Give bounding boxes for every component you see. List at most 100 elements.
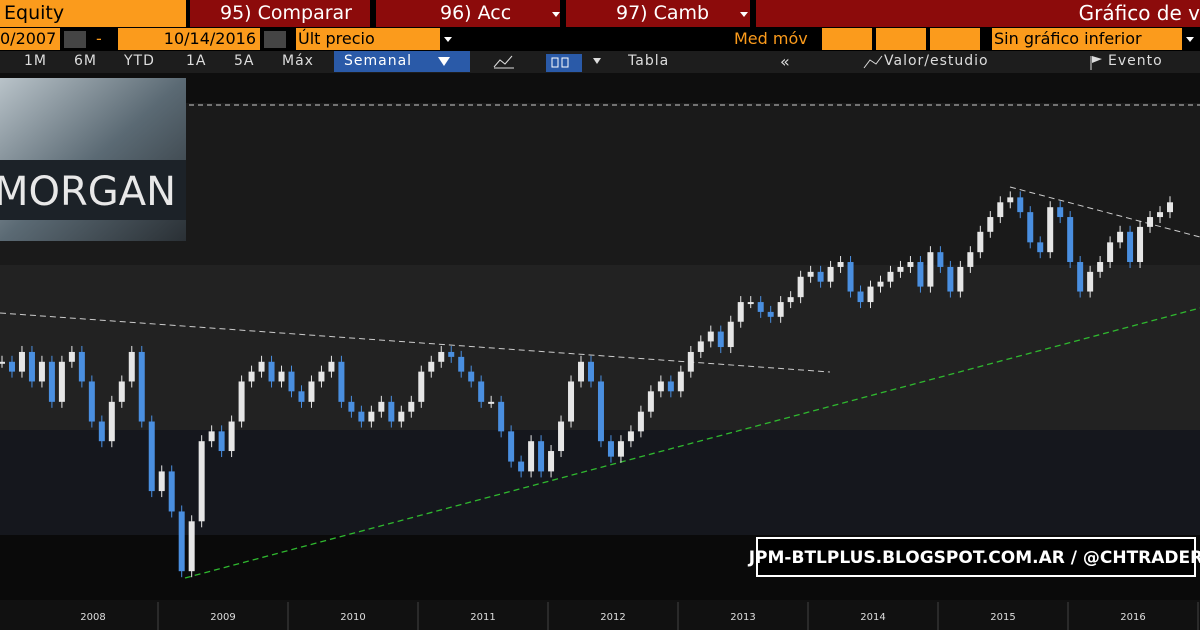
table-button[interactable]: Tabla — [628, 53, 670, 69]
candle — [418, 371, 425, 402]
candle — [408, 401, 415, 412]
x-tick-label: 2009 — [210, 612, 235, 623]
candle — [667, 381, 674, 392]
candle — [98, 421, 105, 442]
candle — [1017, 197, 1024, 213]
candle — [1007, 197, 1014, 203]
candle — [398, 411, 405, 422]
candle — [947, 266, 954, 292]
candle — [218, 431, 225, 452]
candle — [867, 286, 874, 303]
candle — [707, 331, 714, 342]
range-button[interactable]: YTD — [124, 53, 155, 69]
candle — [777, 302, 784, 317]
candle — [647, 391, 654, 412]
candle — [518, 461, 525, 472]
candle — [158, 471, 165, 492]
title: Gráfico de v — [756, 0, 1200, 27]
dash: - — [96, 28, 114, 50]
candle — [967, 252, 974, 267]
watermark: JPM-BTLPLUS.BLOGSPOT.COM.AR / @CHTRADER — [748, 548, 1200, 568]
band — [0, 73, 1200, 103]
candle — [757, 302, 764, 312]
candle — [847, 262, 854, 292]
candle — [48, 361, 55, 402]
x-tick-label: 2013 — [730, 612, 755, 623]
study-button[interactable]: Valor/estudio — [884, 53, 989, 69]
period-select[interactable]: Semanal — [334, 51, 470, 72]
candle — [627, 431, 634, 442]
candles — [0, 191, 1173, 578]
candle — [1027, 212, 1034, 243]
candle — [238, 381, 245, 422]
candle — [907, 262, 914, 267]
input[interactable] — [876, 28, 926, 50]
candle — [977, 231, 984, 253]
candle — [657, 381, 664, 392]
back-button[interactable]: « — [780, 52, 791, 71]
photo-text: MORGAN — [0, 169, 176, 215]
start-date[interactable]: 0/2007 — [0, 28, 60, 50]
security[interactable]: Equity — [0, 0, 186, 27]
menu-item[interactable]: 96) Acc — [376, 0, 560, 27]
candle — [8, 361, 15, 372]
candle — [737, 302, 744, 322]
candle — [288, 371, 295, 392]
candle — [58, 361, 65, 402]
x-tick-label: 2008 — [80, 612, 105, 623]
x-tick-label: 2012 — [600, 612, 625, 623]
candle — [857, 291, 864, 303]
input[interactable] — [822, 28, 872, 50]
candle — [887, 271, 894, 282]
candle — [438, 351, 445, 362]
candle — [128, 351, 135, 382]
candle — [108, 401, 115, 442]
candle — [1047, 207, 1054, 253]
candle — [578, 361, 585, 382]
candle — [957, 266, 964, 292]
range-button[interactable]: 1A — [186, 53, 207, 69]
candle — [997, 202, 1004, 218]
menu-item[interactable]: 95) Comparar — [190, 0, 370, 27]
support-line — [184, 307, 1200, 579]
candle — [278, 371, 285, 382]
input[interactable] — [930, 28, 980, 50]
x-tick-label: 2015 — [990, 612, 1015, 623]
candle — [637, 411, 644, 432]
event-button[interactable]: Evento — [1108, 53, 1163, 69]
range-button[interactable]: 1M — [24, 53, 47, 69]
x-tick-label: 2010 — [340, 612, 365, 623]
range-button[interactable]: Máx — [282, 53, 314, 69]
x-tick-label: 2014 — [860, 612, 885, 623]
candle — [528, 441, 535, 472]
candle — [28, 351, 35, 382]
candle — [937, 252, 944, 267]
x-axis — [0, 600, 1200, 630]
candle — [587, 361, 594, 382]
candle — [188, 521, 195, 572]
candle — [558, 421, 565, 452]
candle — [687, 351, 694, 372]
photo: MORGAN — [0, 78, 186, 241]
candle — [617, 441, 624, 457]
range-button[interactable]: 5A — [234, 53, 255, 69]
candle — [468, 371, 475, 382]
candle — [348, 401, 355, 412]
candle — [607, 441, 614, 457]
candle — [727, 321, 734, 348]
candle — [837, 262, 844, 267]
x-tick-label: 2016 — [1120, 612, 1145, 623]
candle — [498, 401, 505, 432]
lower-chart[interactable]: Sin gráfico inferior — [992, 28, 1182, 50]
field-select[interactable]: Últ precio — [296, 28, 440, 50]
candle — [1137, 226, 1144, 263]
menu-item[interactable]: 97) Camb — [566, 0, 750, 27]
candle — [428, 361, 435, 372]
range-button[interactable]: 6M — [74, 53, 97, 69]
candle — [1057, 207, 1064, 218]
candle — [1107, 242, 1114, 263]
end-date[interactable]: 10/14/2016 — [118, 28, 260, 50]
candle — [458, 356, 465, 372]
